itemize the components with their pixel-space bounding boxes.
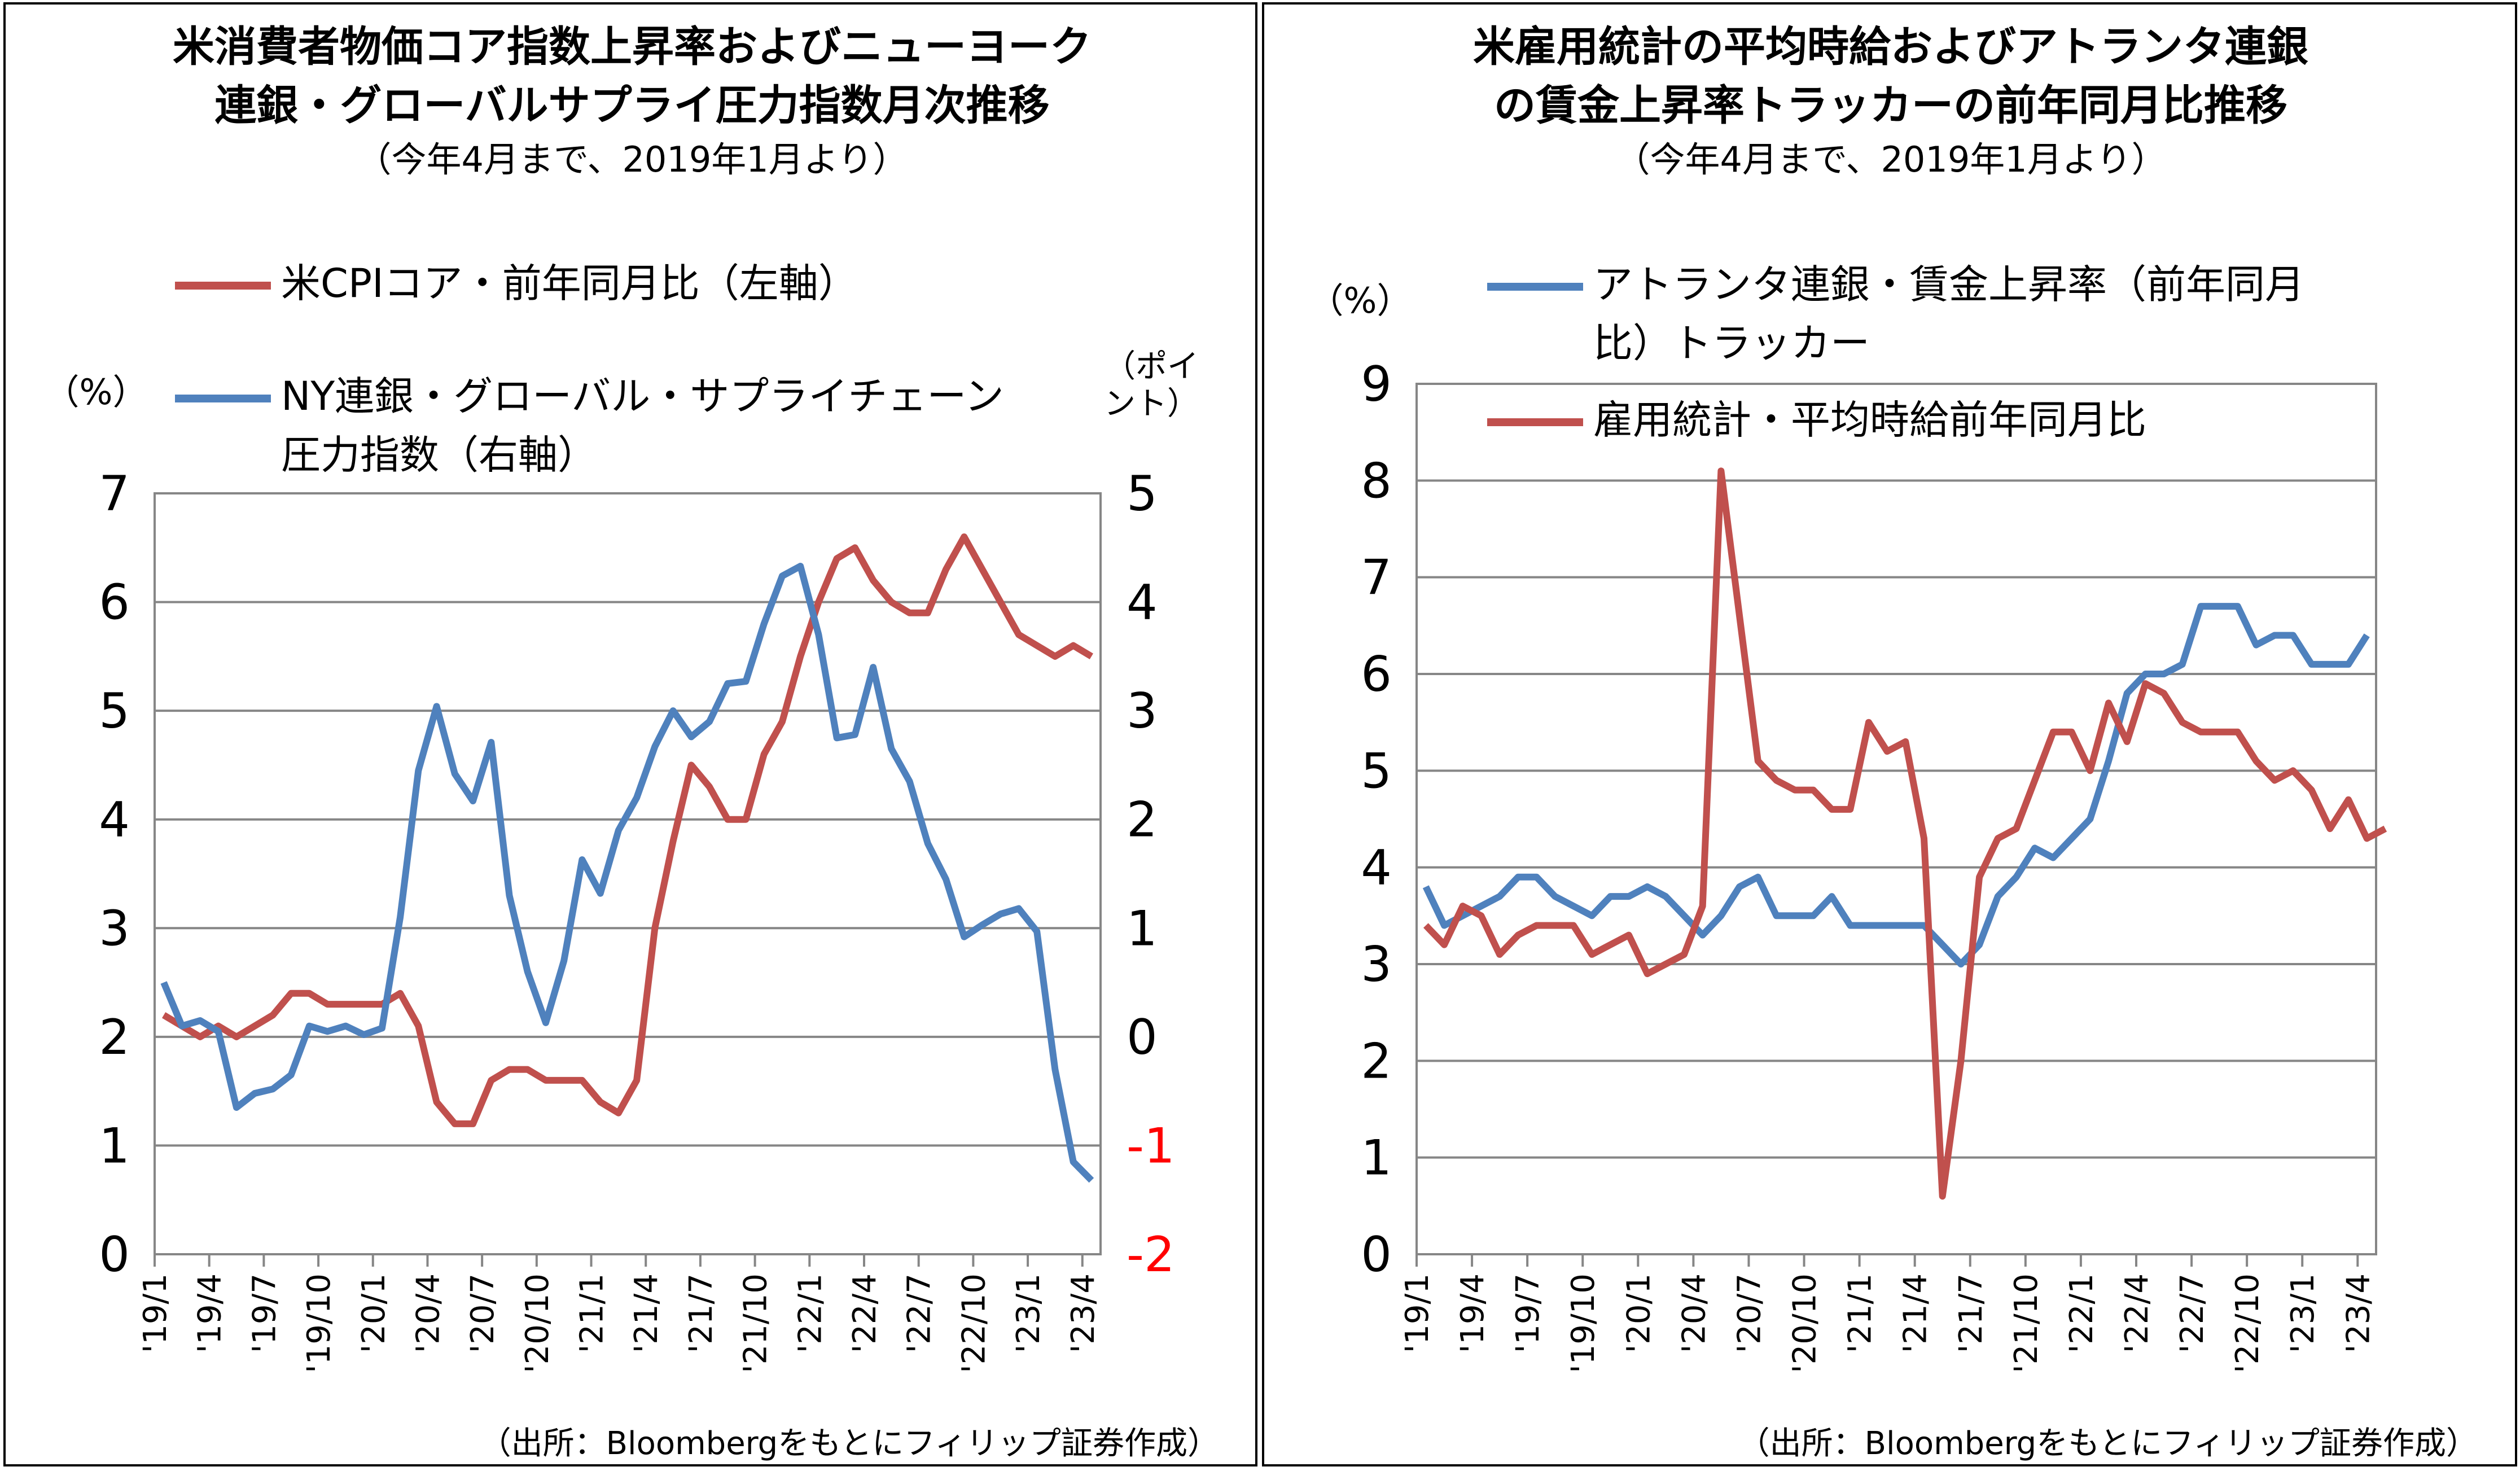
x-tick-label: '19/7 (246, 1273, 283, 1353)
y2-tick-label: -1 (1127, 1118, 1175, 1174)
x-tick-label: '23/1 (2285, 1273, 2321, 1353)
y2-tick-label: 5 (1127, 466, 1158, 522)
chart-title-line: 米雇用統計の平均時給およびアトランタ連銀 (1473, 23, 2308, 71)
chart-panel-cpi-gscpi: 米消費者物価コア指数上昇率およびニューヨーク 連銀・グローバルサプライ圧力指数月次… (3, 2, 1257, 1466)
legend-label-1: アトランタ連銀・賃金上昇率（前年同月 (1593, 261, 2304, 308)
x-tick-label: '22/4 (847, 1273, 883, 1353)
series-line-2 (160, 563, 1094, 1183)
y-tick-label: 4 (99, 792, 130, 848)
y-axis-unit: （%） (45, 371, 148, 413)
y2-tick-label: 3 (1127, 683, 1158, 739)
x-tick-label: '23/4 (1065, 1273, 1102, 1353)
x-tick-label: '21/7 (683, 1273, 720, 1353)
y-tick-label: 6 (99, 575, 130, 631)
y-tick-label: 2 (99, 1009, 130, 1066)
x-tick-label: '19/1 (1399, 1273, 1436, 1353)
chart-subtitle: （今年4月まで、2019年1月より） (1615, 139, 2167, 180)
plot-area (1415, 383, 2377, 1255)
y2-axis-unit: （ポイ (1104, 348, 1199, 385)
y-tick-label: 7 (1361, 550, 1392, 606)
y2-axis-unit: ント） (1104, 386, 1199, 422)
x-tick-label: '19/4 (192, 1273, 229, 1353)
x-tick-label: '23/4 (2340, 1273, 2377, 1353)
series-line-1 (1422, 603, 2370, 967)
x-tick-label: '20/10 (1787, 1273, 1824, 1373)
y2-tick-label: 2 (1127, 792, 1158, 848)
y-tick-label: 7 (99, 466, 130, 522)
y-tick-label: 6 (1361, 646, 1392, 703)
x-tick-label: '22/10 (2229, 1273, 2266, 1373)
y2-tick-label: 0 (1127, 1009, 1158, 1066)
y-tick-label: 2 (1361, 1033, 1392, 1089)
y-tick-label: 0 (99, 1227, 130, 1283)
y-tick-label: 3 (99, 900, 130, 957)
legend-label-1: 比）トラッカー (1593, 320, 1870, 366)
y-tick-label: 1 (1361, 1130, 1392, 1187)
x-tick-label: '21/7 (1953, 1273, 1989, 1353)
y-tick-label: 0 (1361, 1227, 1392, 1283)
plot-area (154, 492, 1102, 1255)
x-tick-label: '19/7 (1510, 1273, 1546, 1353)
y-tick-label: 9 (1361, 356, 1392, 413)
source-note: （出所：Bloombergをもとにフィリップ証券作成） (480, 1425, 1219, 1462)
chart-title-line: の賃金上昇率トラッカーの前年同月比推移 (1494, 81, 2287, 130)
y-tick-label: 4 (1361, 840, 1392, 896)
x-tick-label: '22/10 (956, 1273, 992, 1373)
legend-label-2: NY連銀・グローバル・サプライチェーン (281, 373, 1004, 419)
x-tick-label: '21/1 (574, 1273, 611, 1353)
x-tick-label: '20/7 (464, 1273, 501, 1353)
x-tick-label: '20/1 (356, 1273, 392, 1353)
y-tick-label: 1 (99, 1118, 130, 1174)
x-tick-label: '19/1 (137, 1273, 174, 1353)
series-line-1 (162, 533, 1093, 1127)
legend-label-2: 雇用統計・平均時給前年同月比 (1593, 397, 2146, 443)
x-tick-label: '20/1 (1620, 1273, 1657, 1353)
x-tick-label: '22/1 (2063, 1273, 2100, 1353)
x-tick-label: '21/10 (738, 1273, 774, 1373)
y-tick-label: 5 (99, 683, 130, 739)
source-note: （出所：Bloombergをもとにフィリップ証券作成） (1738, 1425, 2478, 1462)
x-tick-label: '20/4 (410, 1273, 446, 1353)
series-line-2 (1423, 467, 2387, 1200)
x-tick-label: '19/4 (1454, 1273, 1491, 1353)
y-tick-label: 8 (1361, 453, 1392, 509)
chart-title-line: 連銀・グローバルサプライ圧力指数月次推移 (214, 81, 1049, 130)
y-tick-label: 3 (1361, 936, 1392, 993)
chart-subtitle: （今年4月まで、2019年1月より） (357, 139, 908, 180)
x-tick-label: '20/7 (1731, 1273, 1768, 1353)
x-tick-label: '21/10 (2008, 1273, 2045, 1373)
chart-cpi-gscpi: 米消費者物価コア指数上昇率およびニューヨーク連銀・グローバルサプライ圧力指数月次… (45, 23, 1219, 1462)
x-tick-label: '21/4 (628, 1273, 665, 1353)
chart-panel-wages: 米雇用統計の平均時給およびアトランタ連銀 の賃金上昇率トラッカーの前年同月比推移 （… (1262, 2, 2517, 1466)
x-tick-label: '21/1 (1842, 1273, 1879, 1353)
x-tick-label: '22/4 (2119, 1273, 2155, 1353)
x-tick-label: '19/10 (301, 1273, 338, 1373)
x-tick-label: '19/10 (1565, 1273, 1602, 1373)
x-tick-label: '22/1 (792, 1273, 829, 1353)
x-tick-label: '20/10 (519, 1273, 556, 1373)
y-axis-unit: （%） (1309, 280, 1412, 321)
chart-title-line: 米消費者物価コア指数上昇率およびニューヨーク (173, 23, 1092, 71)
legend-label-1: 米CPIコア・前年同月比（左軸） (281, 260, 858, 307)
y2-tick-label: 4 (1127, 575, 1158, 631)
y2-tick-label: 1 (1127, 900, 1158, 957)
legend-label-2: 圧力指数（右軸） (281, 432, 597, 478)
x-tick-label: '23/1 (1010, 1273, 1047, 1353)
x-tick-label: '22/7 (901, 1273, 938, 1353)
x-tick-label: '20/4 (1676, 1273, 1712, 1353)
y2-tick-label: -2 (1127, 1227, 1175, 1283)
x-tick-label: '21/4 (1897, 1273, 1934, 1353)
x-tick-label: '22/7 (2174, 1273, 2211, 1353)
y-tick-label: 5 (1361, 743, 1392, 799)
